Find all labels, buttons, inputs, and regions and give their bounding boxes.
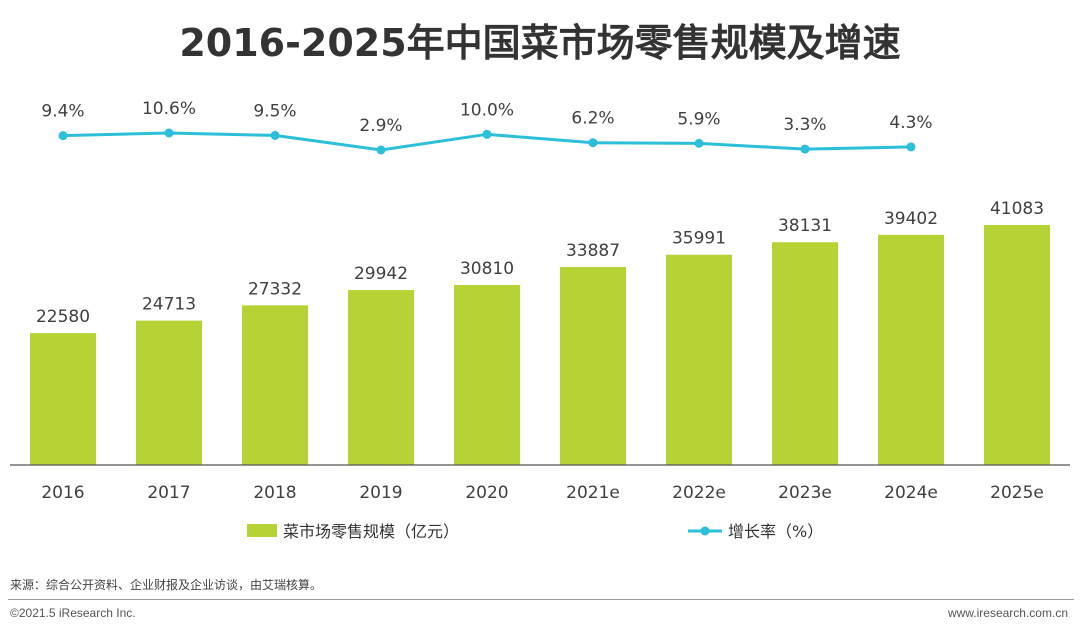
bar-value-label: 33887 <box>566 241 620 261</box>
bar-value-label: 30810 <box>460 259 514 279</box>
x-tick-label: 2016 <box>41 483 84 503</box>
x-tick-label: 2025e <box>990 483 1044 503</box>
growth-point <box>164 128 174 138</box>
x-tick-label: 2019 <box>359 483 402 503</box>
growth-value-label: 2.9% <box>359 116 402 136</box>
x-tick-label: 2024e <box>884 483 938 503</box>
website-link[interactable]: www.iresearch.com.cn <box>947 606 1068 620</box>
legend-bar-swatch <box>247 524 277 537</box>
legend-bar-label: 菜市场零售规模（亿元） <box>283 522 459 541</box>
growth-value-label: 10.6% <box>142 99 196 119</box>
x-tick-label: 2020 <box>465 483 508 503</box>
bar-2019 <box>348 290 414 465</box>
growth-point <box>270 130 280 140</box>
growth-value-label: 9.4% <box>41 102 84 122</box>
growth-point <box>800 144 810 154</box>
growth-value-label: 10.0% <box>460 100 514 120</box>
copyright: ©2021.5 iResearch Inc. <box>10 606 136 620</box>
growth-point <box>694 138 704 148</box>
bar-2020 <box>454 285 520 465</box>
x-tick-label: 2022e <box>672 483 726 503</box>
growth-value-label: 5.9% <box>677 109 720 129</box>
x-tick-label: 2023e <box>778 483 832 503</box>
bar-2023e <box>772 242 838 465</box>
chart-title: 2016-2025年中国菜市场零售规模及增速 <box>179 21 901 65</box>
growth-point <box>376 145 386 155</box>
x-tick-label: 2021e <box>566 483 620 503</box>
growth-point <box>906 142 916 152</box>
footer-divider <box>8 599 1074 600</box>
bar-value-label: 39402 <box>884 209 938 229</box>
growth-value-label: 4.3% <box>889 113 932 133</box>
bar-value-label: 22580 <box>36 307 90 327</box>
growth-point <box>482 129 492 139</box>
bar-value-label: 35991 <box>672 229 726 249</box>
bar-2017 <box>136 320 202 465</box>
bar-value-label: 29942 <box>354 264 408 284</box>
source-note: 来源：综合公开资料、企业财报及企业访谈，由艾瑞核算。 <box>10 578 323 592</box>
legend-line-marker <box>700 526 710 536</box>
bar-value-label: 38131 <box>778 216 832 236</box>
growth-value-label: 3.3% <box>783 115 826 135</box>
growth-point <box>588 138 598 148</box>
bar-2024e <box>878 234 944 465</box>
chart: 22580 24713 27332 29942 30810 33887 35991 38131… <box>10 99 1070 541</box>
x-tick-label: 2017 <box>147 483 190 503</box>
growth-point <box>58 131 68 141</box>
bar-2022e <box>666 254 732 465</box>
bar-2021e <box>560 267 626 465</box>
bar-2016 <box>30 333 96 465</box>
bar-value-label: 41083 <box>990 199 1044 219</box>
bar-2025e <box>984 225 1050 465</box>
bar-2018 <box>242 305 308 465</box>
bar-value-label: 24713 <box>142 295 196 315</box>
bar-value-label: 27332 <box>248 279 302 299</box>
growth-value-label: 9.5% <box>253 101 296 121</box>
x-tick-label: 2018 <box>253 483 296 503</box>
legend-line-label: 增长率（%） <box>728 522 823 541</box>
growth-value-label: 6.2% <box>571 109 614 129</box>
